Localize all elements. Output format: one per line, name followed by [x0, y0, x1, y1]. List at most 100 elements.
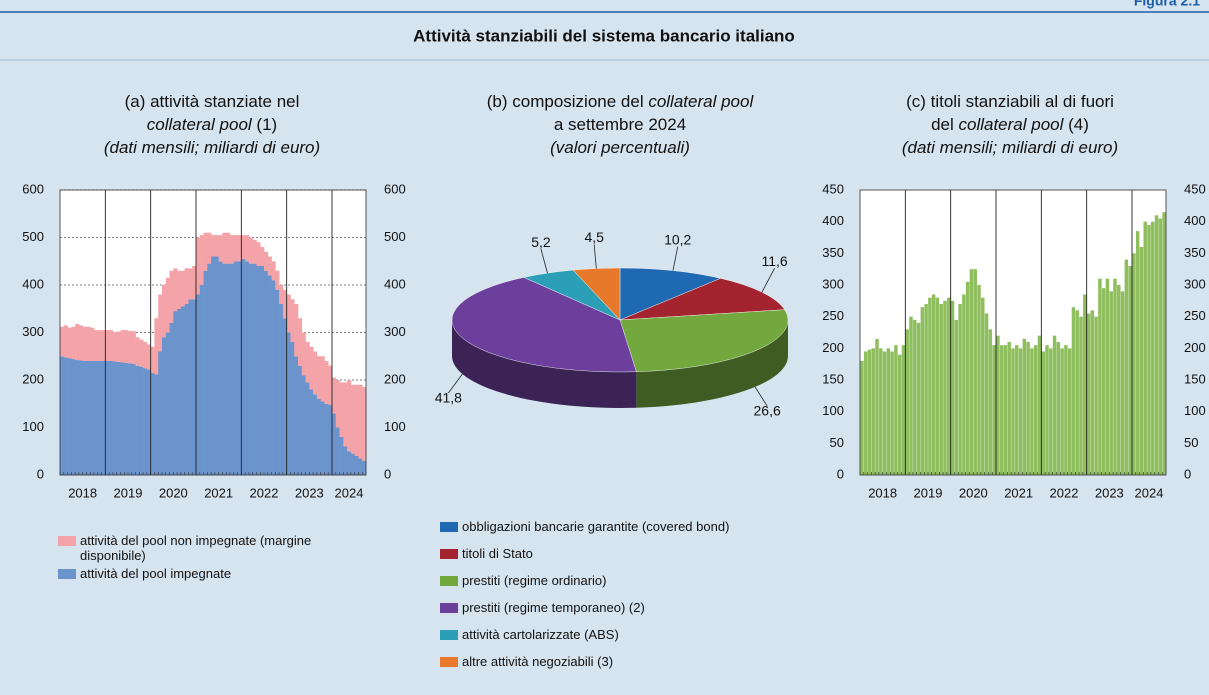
- bar: [1045, 345, 1049, 475]
- bar-segment: [78, 360, 83, 475]
- bar: [1060, 348, 1064, 475]
- figure-number: Figura 2.1: [1134, 0, 1200, 9]
- bar: [905, 329, 909, 475]
- bar-segment: [226, 263, 231, 475]
- bar: [935, 297, 940, 475]
- bar-segment: [207, 263, 212, 475]
- bar: [969, 269, 974, 475]
- bar-segment: [252, 239, 257, 264]
- leader-line: [448, 373, 463, 394]
- bar-segment: [82, 361, 87, 475]
- bar-segment: [298, 365, 303, 475]
- chart-title-line: (dati mensili; miliardi di euro): [902, 138, 1118, 157]
- bar-segment: [203, 270, 208, 475]
- bar-segment: [196, 294, 201, 475]
- bar: [890, 351, 894, 475]
- bar-segment: [313, 394, 318, 475]
- chart-title-part: (4): [1063, 115, 1089, 134]
- bar-segment: [105, 330, 110, 361]
- chart-title-line: (c) titoli stanziabili al di fuori: [906, 92, 1114, 111]
- bar-segment: [211, 256, 216, 475]
- bar: [947, 297, 951, 475]
- bar: [1113, 278, 1117, 475]
- legend-label: attività del pool impegnate: [80, 566, 232, 581]
- bar-segment: [177, 308, 182, 475]
- bar-segment: [120, 330, 125, 363]
- bar-segment: [264, 270, 269, 475]
- x-tick-label: 2023: [295, 485, 324, 500]
- bar-segment: [150, 372, 155, 475]
- data-label: 26,6: [754, 403, 781, 419]
- bar: [1079, 316, 1083, 475]
- bar-segment: [350, 453, 355, 475]
- pie-slice: [451, 277, 637, 373]
- bar-segment: [279, 285, 284, 304]
- bar-segment: [173, 268, 178, 312]
- bar-segment: [339, 382, 344, 437]
- bar-segment: [214, 256, 219, 475]
- y-tick-label: 450: [822, 181, 844, 196]
- bar: [928, 297, 932, 475]
- bar: [867, 349, 872, 475]
- x-tick-label: 2023: [1095, 485, 1124, 500]
- bar-segment: [131, 363, 136, 475]
- bar-segment: [309, 389, 314, 475]
- bar-segment: [67, 327, 72, 359]
- bar-segment: [165, 332, 170, 475]
- y2-tick-label: 600: [384, 181, 406, 196]
- bar-segment: [237, 261, 242, 475]
- bar-segment: [324, 361, 329, 404]
- legend-swatch: [440, 603, 458, 613]
- bar-segment: [264, 251, 269, 271]
- legend-label: altre attività negoziabili (3): [462, 654, 614, 669]
- bar-segment: [316, 356, 321, 399]
- bar: [1162, 212, 1166, 475]
- bar: [939, 304, 943, 475]
- bar-segment: [82, 326, 87, 361]
- bar-segment: [305, 342, 310, 383]
- chart-title-part: (1): [252, 115, 278, 134]
- bar-segment: [131, 331, 136, 364]
- bar-segment: [226, 232, 231, 264]
- bar-segment: [267, 275, 272, 475]
- bar-segment: [305, 382, 310, 475]
- x-tick-label: 2019: [914, 485, 943, 500]
- chart-title-part: collateral pool: [648, 92, 754, 111]
- bar-segment: [343, 382, 348, 447]
- bar: [1064, 345, 1068, 475]
- bar: [916, 323, 921, 475]
- chart-title-line: (dati mensili; miliardi di euro): [104, 138, 320, 157]
- y2-tick-label: 300: [1184, 276, 1206, 291]
- bar-segment: [275, 289, 280, 475]
- bar-segment: [203, 232, 208, 271]
- bar-segment: [60, 326, 65, 357]
- bar: [1086, 313, 1091, 475]
- bar-segment: [97, 361, 102, 475]
- y-tick-label: 400: [822, 213, 844, 228]
- bar-segment: [112, 361, 117, 475]
- bar-segment: [328, 404, 333, 475]
- pie-slice: [619, 309, 789, 372]
- bar-segment: [286, 332, 291, 475]
- bar: [973, 269, 977, 475]
- bar-segment: [320, 356, 325, 402]
- bar-segment: [192, 299, 197, 475]
- bar-segment: [124, 330, 129, 363]
- chart-title-line: del collateral pool (4): [931, 115, 1089, 134]
- bar-segment: [335, 427, 340, 475]
- y2-tick-label: 300: [384, 324, 406, 339]
- bar-segment: [94, 330, 99, 361]
- bar-segment: [245, 261, 250, 475]
- y2-tick-label: 100: [384, 419, 406, 434]
- bar-segment: [150, 346, 155, 373]
- bar-segment: [279, 304, 284, 475]
- bar: [1101, 288, 1106, 475]
- bar-segment: [230, 235, 235, 264]
- y-tick-label: 200: [822, 340, 844, 355]
- bar-segment: [158, 351, 163, 475]
- figure-title: Attività stanziabili del sistema bancari…: [413, 26, 795, 45]
- bar-segment: [75, 323, 80, 361]
- legend-label: obbligazioni bancarie garantite (covered…: [462, 519, 730, 534]
- bar-segment: [301, 332, 306, 376]
